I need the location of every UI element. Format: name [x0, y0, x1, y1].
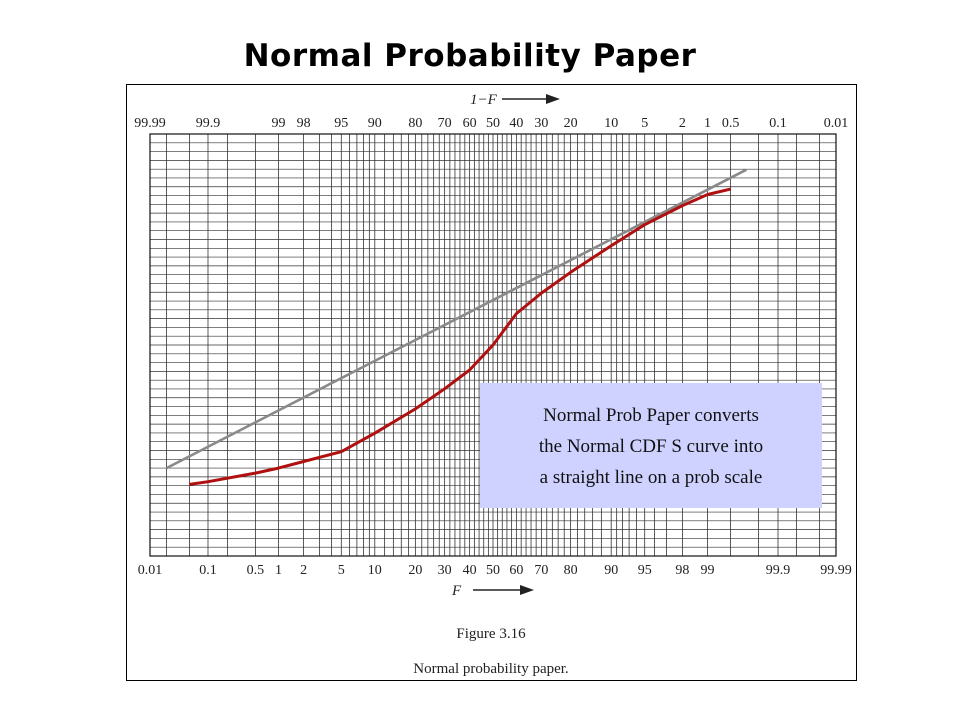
plot-border: [149, 133, 837, 557]
bottom-tick-label: 80: [564, 563, 578, 578]
top-tick-label: 95: [334, 116, 348, 131]
series-layer: [165, 168, 747, 486]
bottom-tick-label: 20: [408, 563, 422, 578]
series-line-s-curve: [189, 187, 731, 486]
bottom-tick-label: 98: [675, 563, 689, 578]
bottom-tick-label: 95: [638, 563, 652, 578]
top-tick-label: 10: [604, 116, 618, 131]
bottom-tick-label: 2: [300, 563, 307, 578]
top-tick-label: 80: [408, 116, 422, 131]
top-axis-title: 1−F: [470, 92, 560, 108]
top-tick-label: 5: [641, 116, 648, 131]
top-tick-label: 20: [564, 116, 578, 131]
top-tick-label: 98: [297, 116, 311, 131]
bottom-tick-label: 10: [368, 563, 382, 578]
bottom-tick-label: 60: [509, 563, 523, 578]
note-line: Normal Prob Paper converts: [543, 405, 759, 426]
note-line: the Normal CDF S curve into: [538, 436, 764, 457]
top-tick-label: 99: [271, 116, 285, 131]
bottom-axis-label: F: [451, 583, 462, 599]
bottom-axis-arrow-head: [520, 585, 534, 595]
top-axis-arrow-head: [546, 94, 560, 104]
top-tick-label: 0.01: [824, 116, 849, 131]
bottom-tick-label: 30: [438, 563, 452, 578]
bottom-tick-label: 99.99: [820, 563, 852, 578]
bottom-tick-label: 90: [604, 563, 618, 578]
bottom-tick-label: 1: [275, 563, 282, 578]
bottom-tick-label: 70: [534, 563, 548, 578]
bottom-tick-label: 99: [701, 563, 715, 578]
top-axis-ticks: 99.99 99.9 99 98 95 90 80 70 60 50 40 30 20 10 5 2 1 0.5 0…: [134, 116, 848, 131]
top-tick-label: 0.5: [722, 116, 740, 131]
top-tick-label: 60: [463, 116, 477, 131]
slide-title: Normal Probability Paper: [243, 38, 697, 74]
top-tick-label: 30: [534, 116, 548, 131]
bottom-tick-label: 5: [338, 563, 345, 578]
top-tick-label: 90: [368, 116, 382, 131]
figure-number: Figure 3.16: [456, 626, 526, 642]
bottom-tick-label: 40: [463, 563, 477, 578]
bottom-tick-label: 50: [486, 563, 500, 578]
note-box: Normal Prob Paper converts the Normal CD…: [480, 383, 822, 508]
bottom-axis-title: F: [451, 583, 534, 599]
figure-caption: Normal probability paper.: [413, 661, 568, 677]
top-tick-label: 99.9: [196, 116, 221, 131]
top-axis-label: 1−F: [470, 92, 498, 108]
top-tick-label: 70: [438, 116, 452, 131]
bottom-tick-label: 0.5: [247, 563, 265, 578]
note-line: a straight line on a prob scale: [539, 467, 763, 488]
top-tick-label: 40: [509, 116, 523, 131]
top-tick-label: 1: [704, 116, 711, 131]
top-tick-label: 99.99: [134, 116, 166, 131]
figure-frame: [126, 84, 857, 681]
bottom-tick-label: 99.9: [766, 563, 791, 578]
top-tick-label: 0.1: [769, 116, 787, 131]
bottom-axis-ticks: 0.01 0.1 0.5 1 2 5 10 20 30 40 50 60 70 80 90 95 98 99 99.…: [138, 563, 852, 578]
bottom-tick-label: 0.1: [199, 563, 217, 578]
bottom-tick-label: 0.01: [138, 563, 163, 578]
series-line-straight: [165, 168, 747, 470]
top-tick-label: 50: [486, 116, 500, 131]
top-tick-label: 2: [679, 116, 686, 131]
